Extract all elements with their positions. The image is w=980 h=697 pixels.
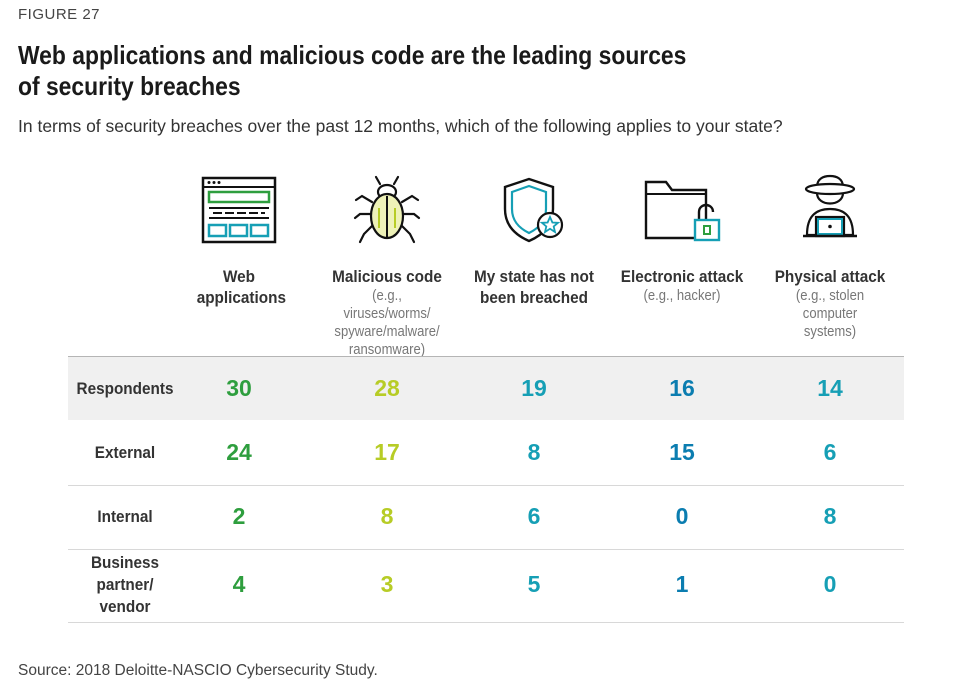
column-note: (e.g., stolen computer systems) <box>795 288 865 340</box>
chart-title: Web applications and malicious code are … <box>18 40 687 101</box>
column-note: (e.g., hacker) <box>643 288 721 304</box>
table-cell: 4 <box>232 571 246 597</box>
table-cell: 17 <box>374 439 400 465</box>
table-cell: 8 <box>527 439 541 465</box>
column-header-electronic-attack: Electronic attack (e.g., hacker) <box>615 266 750 305</box>
column-label: My state has not been breached <box>474 267 594 307</box>
row-divider <box>68 485 904 486</box>
column-label: Electronic attack <box>620 267 744 286</box>
table-cell: 3 <box>380 571 394 597</box>
table-top-rule <box>68 356 904 358</box>
table-cell: 0 <box>675 503 689 529</box>
column-label: Web applications <box>196 267 286 307</box>
row-divider <box>68 549 904 550</box>
table-cell: 14 <box>817 375 843 401</box>
column-header-web-applications: Web applications <box>172 266 307 308</box>
row-label: Internal <box>97 507 153 526</box>
chart-subtitle: In terms of security breaches over the p… <box>18 116 783 136</box>
source-note: Source: 2018 Deloitte-NASCIO Cybersecuri… <box>18 662 378 679</box>
column-header-not-breached: My state has not been breached <box>467 266 602 308</box>
row-label: External <box>94 443 156 462</box>
table-cell: 6 <box>527 503 541 529</box>
column-note: (e.g., viruses/worms/ spyware/malware/ r… <box>334 288 440 358</box>
table-cell: 19 <box>521 375 547 401</box>
figure-label: FIGURE 27 <box>18 6 101 23</box>
table-cell: 16 <box>669 375 695 401</box>
web-application-icon <box>164 170 314 250</box>
table-cell: 2 <box>232 503 246 529</box>
table-cell: 8 <box>380 503 394 529</box>
folder-lock-icon <box>607 170 757 250</box>
table-cell: 6 <box>823 439 837 465</box>
shield-icon <box>459 170 609 250</box>
column-header-physical-attack: Physical attack (e.g., stolen computer s… <box>763 266 898 341</box>
hacker-icon <box>755 170 905 250</box>
column-label: Physical attack <box>774 267 886 286</box>
table-cell: 30 <box>226 375 252 401</box>
row-label: Respondents <box>76 379 174 398</box>
column-header-malicious-code: Malicious code (e.g., viruses/worms/ spy… <box>320 266 455 359</box>
table-cell: 8 <box>823 503 837 529</box>
table-cell: 1 <box>675 571 689 597</box>
row-label: Business partner/ vendor <box>90 553 160 616</box>
table-cell: 24 <box>226 439 252 465</box>
table-cell: 28 <box>374 375 400 401</box>
row-divider <box>68 622 904 623</box>
table-row-shade <box>68 357 904 420</box>
table-cell: 5 <box>527 571 541 597</box>
table-cell: 0 <box>823 571 837 597</box>
column-label: Malicious code <box>332 267 442 286</box>
table-cell: 15 <box>669 439 695 465</box>
bug-icon <box>312 170 462 250</box>
